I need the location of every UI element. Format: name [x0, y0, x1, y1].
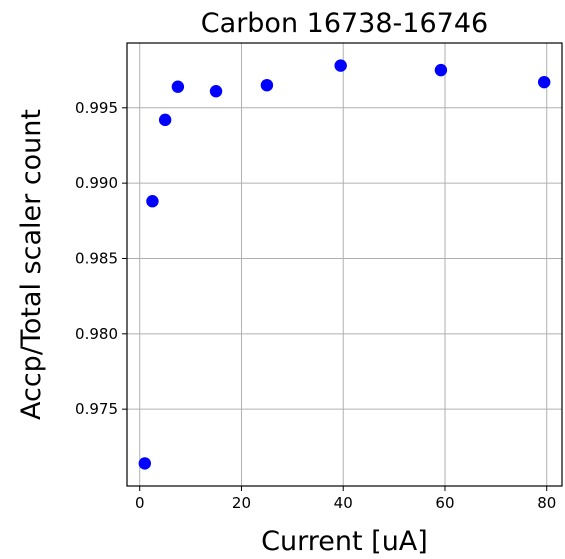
data-point — [146, 195, 159, 208]
y-tick-label: 0.980 — [75, 325, 118, 343]
x-axis-label: Current [uA] — [261, 526, 428, 557]
x-tick-label: 80 — [537, 494, 556, 512]
y-tick-label: 0.975 — [75, 400, 118, 418]
data-point — [158, 113, 172, 127]
chart-title: Carbon 16738-16746 — [201, 8, 488, 39]
y-tick-label: 0.995 — [75, 99, 118, 117]
x-tick-label: 20 — [232, 494, 251, 512]
data-point — [138, 457, 152, 470]
x-tick-label: 60 — [435, 494, 454, 512]
x-tick-label: 0 — [135, 494, 145, 512]
y-tick-label: 0.985 — [75, 249, 118, 267]
data-point — [260, 78, 274, 92]
plot-frame — [126, 42, 563, 487]
data-points — [138, 59, 551, 470]
y-tick-label: 0.990 — [75, 174, 118, 192]
data-point — [171, 80, 185, 93]
data-point — [209, 85, 223, 98]
ticks-layer: 0 20 40 60 80 0.975 0.980 0.985 0.990 0.995 — [75, 99, 556, 512]
data-point — [434, 63, 448, 77]
data-point — [537, 75, 551, 89]
grid-layer — [127, 43, 562, 486]
x-tick-label: 40 — [334, 494, 353, 512]
y-axis-label: Accp/Total scaler count — [16, 109, 47, 420]
data-point — [334, 59, 347, 72]
